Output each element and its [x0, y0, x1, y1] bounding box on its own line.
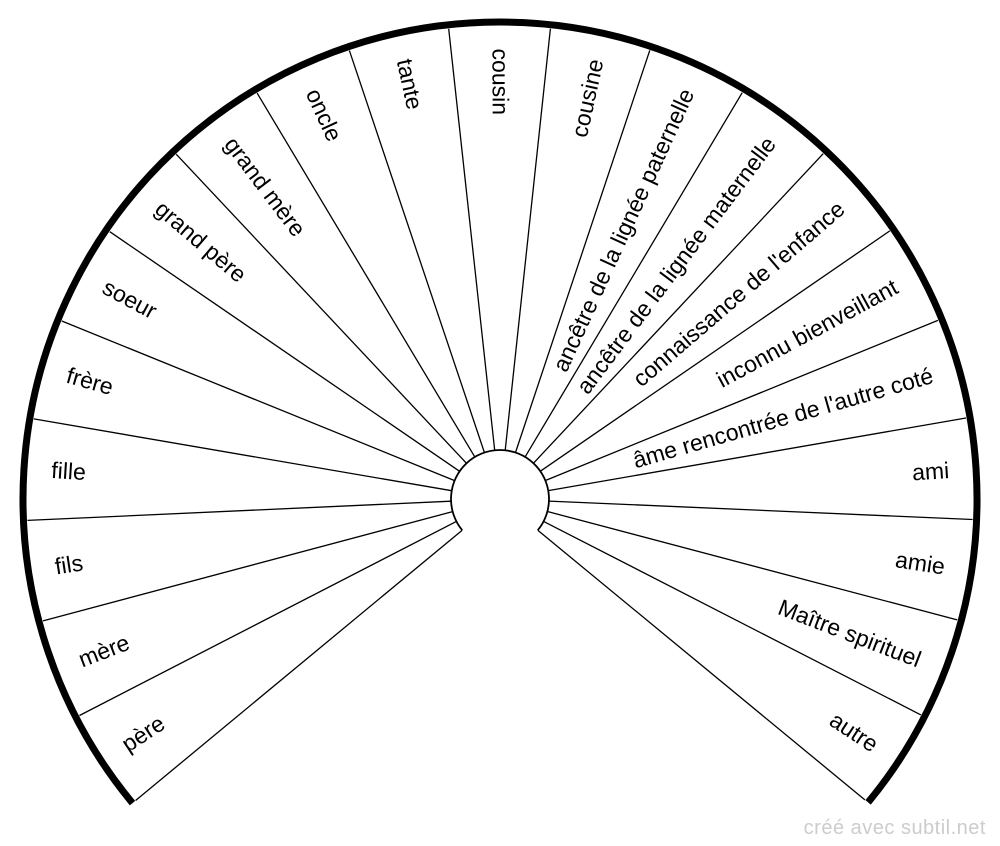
sector-divider-line — [524, 92, 743, 458]
sector-divider-line — [175, 153, 467, 464]
sector-divider-line — [514, 50, 651, 453]
sector-divider-line — [545, 319, 939, 482]
sector-divider-line — [533, 153, 824, 464]
sector-divider-line — [109, 231, 460, 472]
sector-divider-line — [543, 520, 922, 716]
sector-divider-line — [547, 510, 958, 621]
sector-divider-line — [348, 50, 486, 453]
sector-divider-group — [27, 28, 973, 802]
sector-divider-line — [79, 520, 457, 717]
sector-divider-line — [33, 418, 452, 492]
sector-divider-line — [540, 230, 891, 472]
sector-divider-line — [504, 28, 552, 451]
outer-arc — [19, 18, 981, 806]
sector-divider-line — [548, 417, 967, 492]
sector-divider-line — [256, 92, 476, 458]
sector-divider-line — [61, 320, 455, 482]
watermark-text: créé avec subtil.net — [803, 817, 986, 839]
sector-divider-line — [448, 28, 496, 451]
sector-divider-line — [27, 500, 452, 522]
center-keyhole-circle — [450, 449, 550, 531]
sector-divider-line — [537, 529, 866, 801]
sector-divider-line — [548, 500, 973, 521]
sector-divider-line — [135, 529, 463, 802]
sector-divider-line — [42, 510, 453, 622]
